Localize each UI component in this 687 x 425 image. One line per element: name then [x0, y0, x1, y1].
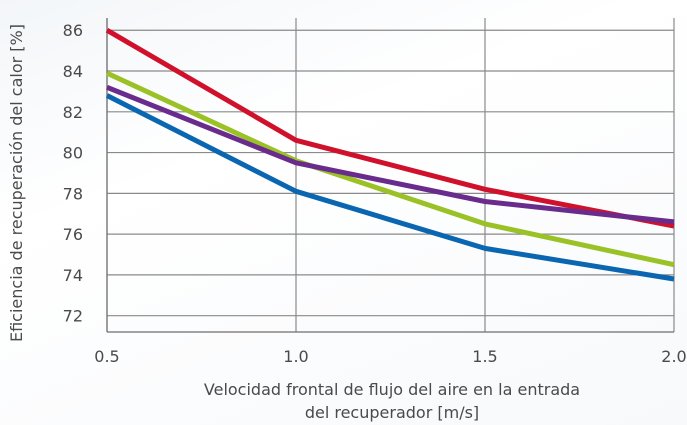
grid — [106, 18, 675, 332]
x-axis-title-line-2: del recuperador [m/s] — [305, 403, 479, 422]
series-line-4 — [105, 93, 675, 282]
x-axis-title-line-1: Velocidad frontal de flujo del aire en l… — [204, 380, 580, 399]
series-line-1 — [105, 28, 675, 229]
series-lines — [105, 28, 675, 282]
y-tick-label-82: 82 — [63, 103, 83, 122]
y-tick-label-76: 76 — [63, 225, 83, 244]
y-tick-label-84: 84 — [63, 62, 83, 81]
x-tick-labels: 0.5 1.0 1.5 2.0 — [94, 347, 686, 366]
series-line-3 — [106, 84, 675, 225]
axes — [106, 18, 674, 333]
x-tick-label-3: 2.0 — [661, 347, 686, 366]
series-line-2 — [105, 70, 675, 268]
y-tick-labels: 72 74 76 78 80 82 84 86 — [63, 21, 83, 325]
y-tick-label-72: 72 — [63, 307, 83, 326]
x-tick-label-2: 1.5 — [472, 347, 497, 366]
y-axis-title: Eficiencia de recuperación del calor [%] — [7, 24, 26, 342]
x-tick-label-0: 0.5 — [94, 347, 119, 366]
y-tick-label-86: 86 — [63, 21, 83, 40]
y-tick-label-74: 74 — [63, 266, 83, 285]
y-tick-label-78: 78 — [63, 184, 83, 203]
x-tick-label-1: 1.0 — [283, 347, 308, 366]
y-tick-label-80: 80 — [63, 144, 83, 163]
